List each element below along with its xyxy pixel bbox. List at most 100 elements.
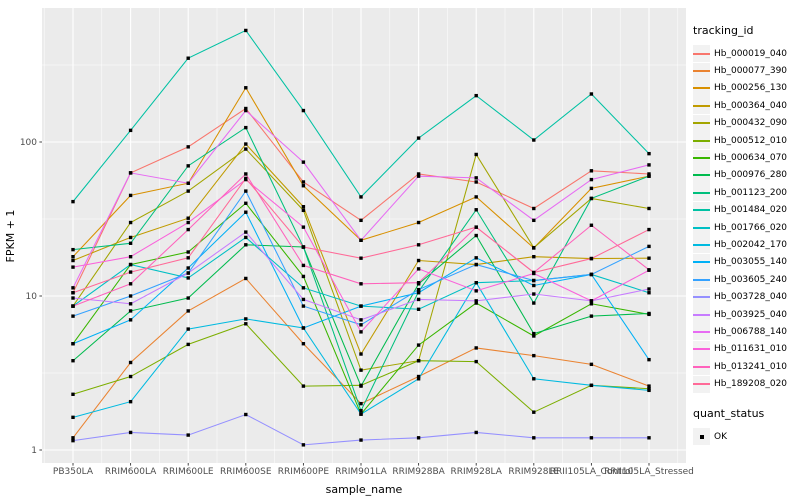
data-point xyxy=(416,220,421,225)
data-point xyxy=(244,147,248,151)
data-point xyxy=(589,314,594,318)
line-swatch-icon xyxy=(693,97,710,115)
line-swatch-icon xyxy=(693,201,710,219)
data-point xyxy=(416,243,421,247)
data-point xyxy=(244,176,248,181)
line-swatch-icon xyxy=(693,149,710,167)
data-point xyxy=(186,309,190,313)
data-point xyxy=(244,230,248,234)
data-point xyxy=(71,254,75,259)
data-point xyxy=(128,262,133,267)
line-swatch-icon xyxy=(693,253,710,271)
x-tick-label: RRIM600SE xyxy=(220,467,272,477)
line-swatch-icon xyxy=(693,323,710,341)
data-point xyxy=(532,138,536,142)
legend-item: Hb_000256_130 xyxy=(693,79,799,97)
legend-label: Hb_000512_010 xyxy=(714,135,788,146)
data-point xyxy=(359,384,363,388)
data-point xyxy=(301,108,306,113)
data-point xyxy=(416,343,421,347)
data-point xyxy=(128,430,133,435)
data-point xyxy=(186,189,190,193)
line-swatch-icon xyxy=(693,236,710,254)
legend-item: Hb_001123_200 xyxy=(693,184,799,202)
data-point xyxy=(71,247,75,252)
data-point xyxy=(71,359,75,363)
legend-item: Hb_002042_170 xyxy=(693,236,799,254)
line-swatch-icon xyxy=(693,184,710,202)
data-point xyxy=(186,216,190,220)
data-point xyxy=(532,331,536,336)
data-point xyxy=(589,177,594,182)
legend-item: Hb_000364_040 xyxy=(693,97,799,115)
data-point xyxy=(244,86,248,90)
legend-label: Hb_000077_390 xyxy=(714,66,788,77)
line-swatch-icon xyxy=(693,306,710,324)
data-point xyxy=(128,241,133,245)
line-swatch-icon xyxy=(693,114,710,132)
data-point xyxy=(647,436,651,440)
legend-label: Hb_003605_240 xyxy=(714,274,788,285)
line-swatch-icon xyxy=(693,375,710,393)
data-point xyxy=(532,410,536,414)
data-point xyxy=(532,218,536,223)
legend-title-quant-status: quant_status xyxy=(693,406,765,420)
data-point xyxy=(186,220,190,225)
data-point xyxy=(416,374,421,379)
legend-label: Hb_189208_020 xyxy=(714,379,788,390)
legend-label: Hb_013241_010 xyxy=(714,361,788,372)
data-point xyxy=(244,201,248,205)
data-point xyxy=(244,322,248,326)
legend-item: Hb_000976_280 xyxy=(693,166,799,184)
data-point xyxy=(186,250,190,254)
data-point xyxy=(71,304,75,308)
legend-item: Hb_003728_040 xyxy=(693,288,799,306)
data-point xyxy=(416,172,421,176)
data-point xyxy=(589,256,594,261)
legend-label: Hb_003728_040 xyxy=(714,292,788,303)
data-point xyxy=(589,169,594,173)
data-point xyxy=(128,360,133,365)
legend-label: Hb_001123_200 xyxy=(714,187,788,198)
x-tick-label: RRIM600LE xyxy=(163,467,214,477)
legend-item: Hb_011631_010 xyxy=(693,340,799,358)
data-point xyxy=(532,436,536,440)
data-point xyxy=(301,245,306,249)
legend-item: Hb_013241_010 xyxy=(693,358,799,376)
data-point xyxy=(71,392,75,396)
data-point xyxy=(301,443,306,447)
data-point xyxy=(416,281,421,285)
data-point xyxy=(301,225,306,229)
data-point xyxy=(301,384,306,388)
data-point xyxy=(416,436,421,440)
data-point xyxy=(128,220,133,225)
data-point xyxy=(474,430,478,435)
chart-panel xyxy=(42,8,686,463)
data-point xyxy=(71,342,75,346)
legend-title-tracking-id: tracking_id xyxy=(693,24,754,37)
data-point xyxy=(416,291,421,295)
data-point xyxy=(128,309,133,313)
x-tick-label: RRIM928BA xyxy=(392,467,445,477)
data-point xyxy=(474,301,478,305)
data-point xyxy=(359,304,363,308)
data-point xyxy=(416,258,421,263)
data-point xyxy=(359,408,363,413)
legend-label: Hb_003925_040 xyxy=(714,309,788,320)
x-tick-label: PB350LA xyxy=(53,467,94,477)
data-point xyxy=(244,210,248,214)
legend-label: Hb_000432_090 xyxy=(714,118,788,129)
data-point xyxy=(359,195,363,199)
data-point xyxy=(186,276,190,280)
legend-label: Hb_006788_140 xyxy=(714,326,788,337)
data-point xyxy=(128,235,133,240)
legend-label: OK xyxy=(714,431,727,442)
data-point xyxy=(647,151,651,156)
data-point xyxy=(186,256,190,260)
legend-item: Hb_000432_090 xyxy=(693,114,799,132)
data-point xyxy=(244,142,248,146)
legend-item: Hb_000077_390 xyxy=(693,62,799,80)
data-point xyxy=(244,172,248,176)
line-swatch-icon xyxy=(693,132,710,150)
